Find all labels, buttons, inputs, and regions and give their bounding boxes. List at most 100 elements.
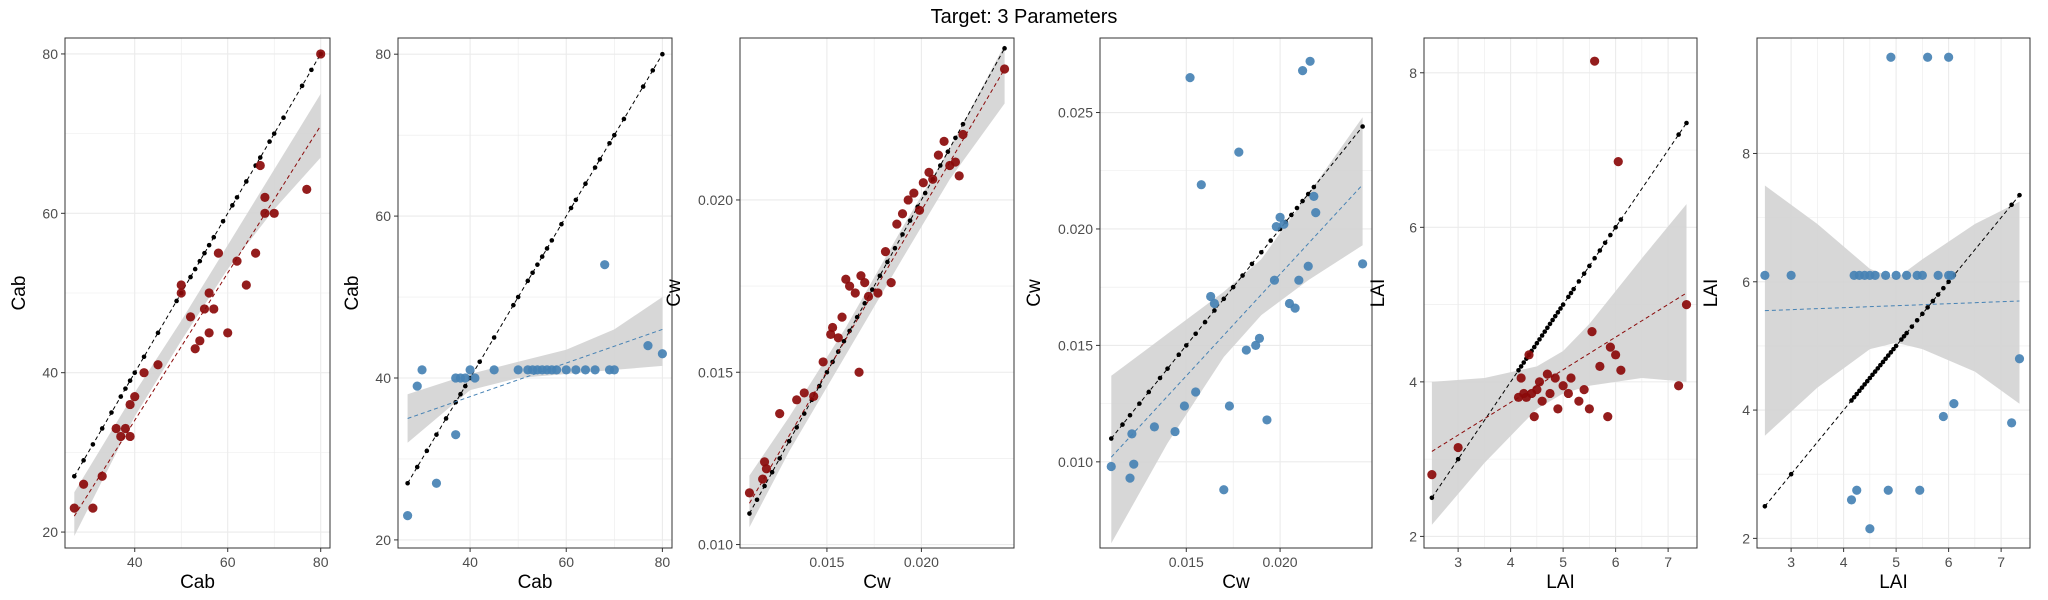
reference-point <box>1854 391 1860 397</box>
data-point <box>403 511 413 521</box>
data-point <box>1358 259 1368 269</box>
reference-point <box>1891 346 1896 352</box>
data-point <box>1106 461 1116 472</box>
reference-point <box>549 238 555 243</box>
reference-point <box>1547 321 1553 327</box>
confidence-band <box>1764 185 2020 436</box>
reference-point <box>123 386 128 391</box>
reference-point <box>1930 298 1936 304</box>
data-point <box>827 322 838 333</box>
data-point <box>1613 157 1623 167</box>
x-tick-label: 6 <box>1612 554 1620 570</box>
reference-point <box>1221 296 1227 302</box>
reference-point <box>754 497 760 503</box>
data-point <box>1129 459 1139 469</box>
data-point <box>120 423 131 434</box>
y-axis-title: LAI <box>1368 279 1389 308</box>
reference-point <box>1545 325 1550 331</box>
data-point <box>1269 275 1280 285</box>
data-point <box>241 280 251 290</box>
reference-point <box>1518 364 1524 369</box>
data-point <box>1584 404 1594 414</box>
data-point <box>1311 208 1321 218</box>
data-point <box>1271 222 1281 232</box>
reference-point <box>1289 212 1294 218</box>
reference-point <box>1531 344 1537 350</box>
reference-point <box>573 197 579 203</box>
reference-point <box>220 218 226 224</box>
x-tick-label: 80 <box>655 554 671 570</box>
reference-point <box>953 135 958 141</box>
fit-line <box>1110 184 1363 458</box>
data-point <box>892 219 902 229</box>
data-point <box>860 278 870 288</box>
data-point <box>1125 473 1135 483</box>
data-point <box>826 329 836 339</box>
data-point <box>451 430 461 440</box>
y-tick-label: 40 <box>42 365 58 381</box>
data-point <box>1870 270 1880 280</box>
data-point <box>130 391 140 402</box>
reference-point <box>1587 263 1592 269</box>
reference-point <box>922 190 928 196</box>
reference-point <box>477 359 483 365</box>
data-point <box>460 373 470 383</box>
reference-point <box>1568 290 1574 296</box>
reference-line <box>1110 126 1364 439</box>
reference-point <box>281 115 286 120</box>
data-point <box>1886 52 1896 62</box>
data-point <box>2007 418 2017 428</box>
y-axis-title: Cw <box>1024 279 1045 307</box>
reference-point <box>155 330 161 336</box>
data-point <box>880 247 891 257</box>
reference-point <box>907 218 913 223</box>
data-point <box>909 188 919 198</box>
data-point <box>1603 412 1613 422</box>
data-point <box>1206 291 1216 302</box>
data-point <box>412 381 422 391</box>
reference-point <box>1230 284 1236 290</box>
confidence-band <box>1111 117 1363 544</box>
data-point <box>1574 396 1584 406</box>
data-point <box>1534 377 1545 387</box>
data-point <box>1185 72 1195 83</box>
reference-point <box>1516 367 1521 373</box>
data-point <box>1209 298 1220 309</box>
data-point <box>88 503 98 513</box>
data-point <box>657 349 667 359</box>
x-tick-label: 0.015 <box>809 554 844 570</box>
reference-point <box>1542 329 1548 334</box>
data-point <box>1532 384 1542 395</box>
data-point <box>255 160 265 171</box>
reference-point <box>188 274 193 280</box>
reference-point <box>1602 240 1608 246</box>
data-point <box>1681 299 1692 310</box>
chart-panel-3: 0.015 0.020 0.010 0.015 0.020 Cw Cw <box>664 37 1015 593</box>
data-point <box>1196 180 1206 190</box>
data-point <box>897 209 908 219</box>
data-point <box>924 167 934 177</box>
figure-title: Target: 3 Parameters <box>931 6 1118 28</box>
data-point <box>933 150 944 160</box>
reference-point <box>1183 343 1189 348</box>
x-tick-label: 80 <box>313 554 329 570</box>
data-point <box>1219 485 1229 495</box>
data-point <box>600 260 610 270</box>
reference-point <box>1613 225 1618 230</box>
reference-point <box>1676 132 1681 137</box>
reference-point <box>1875 366 1881 371</box>
data-point <box>833 333 843 343</box>
reference-point <box>1859 385 1865 390</box>
reference-point <box>1566 294 1571 300</box>
y-axis-title: Cab <box>342 276 363 311</box>
y-tick-label: 2 <box>1742 530 1750 546</box>
data-point <box>1191 387 1201 397</box>
reference-point <box>1576 279 1582 284</box>
reference-point <box>539 254 545 259</box>
reference-point <box>1534 340 1540 346</box>
reference-point <box>1165 366 1170 371</box>
data-point <box>269 208 279 218</box>
reference-point <box>650 68 656 73</box>
reference-point <box>1176 352 1182 358</box>
